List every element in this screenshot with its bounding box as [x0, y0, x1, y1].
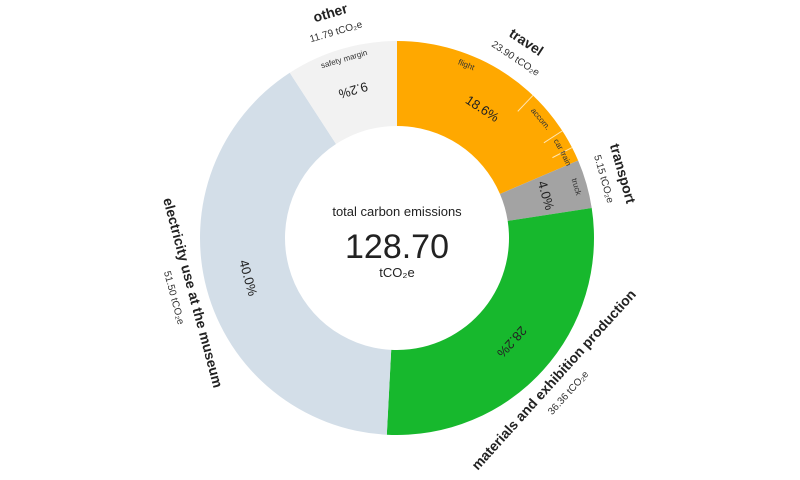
subcategory-divider [543, 130, 563, 144]
slice-transport [499, 160, 592, 221]
center-total: 128.70 [345, 228, 449, 266]
center-title: total carbon emissions [332, 204, 462, 219]
donut-slices [199, 41, 594, 435]
center-unit: tCO₂e [379, 265, 414, 280]
subcategory-dividers [517, 95, 573, 159]
slice-electricity-use-at-the-museum [199, 72, 392, 435]
slice-other [289, 41, 397, 145]
center-summary: total carbon emissions 128.70 tCO₂e [332, 204, 462, 280]
subcategory-divider [552, 147, 573, 159]
subcategory-divider [517, 95, 534, 112]
category-name-other: other [311, 0, 350, 25]
slice-travel [397, 41, 579, 194]
slice-materials-and-exhibition-production [386, 208, 594, 435]
